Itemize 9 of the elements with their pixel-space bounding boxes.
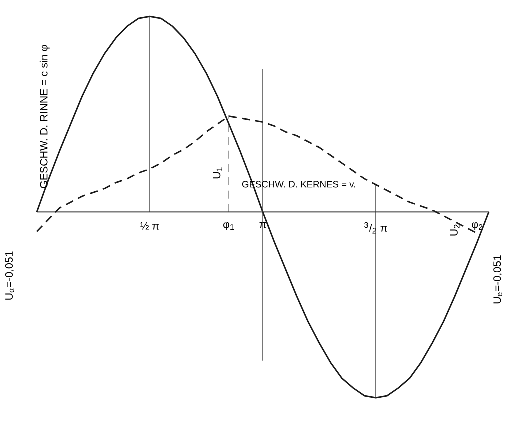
- text: U$_{α}$=-0,051: [5, 252, 14, 300]
- x-tick-label: π: [260, 222, 266, 228]
- x-tick-label: φ$_{1}$: [224, 222, 234, 230]
- x-tick-label: ½ π: [140, 222, 160, 230]
- annotation: U$_{1}$: [213, 168, 222, 179]
- annotation: GESCHW. D. RINNE = c sin φ: [40, 45, 50, 188]
- x-tick-label: $^{3}$/$_{2}$ π: [364, 222, 388, 234]
- text: U$_{e}$=-0,051: [494, 256, 502, 304]
- annotation: U$_{2}$: [450, 224, 460, 236]
